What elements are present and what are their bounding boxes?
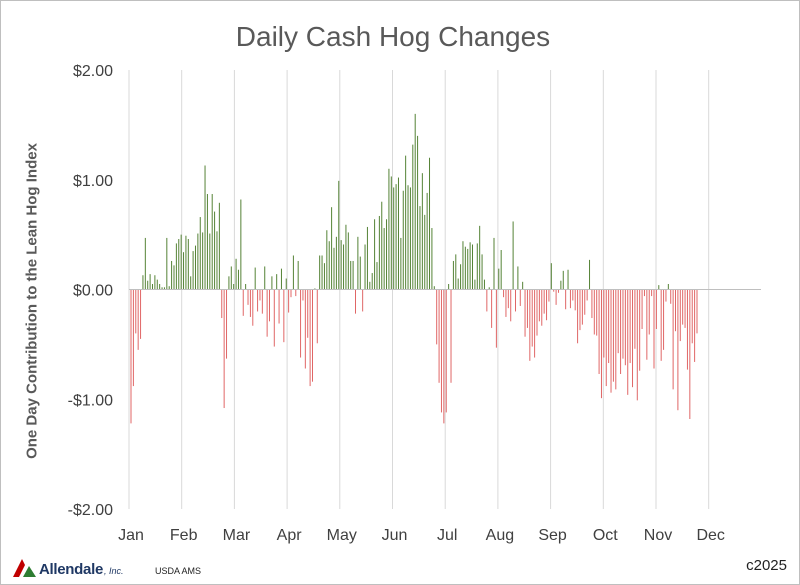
logo-text: Allendale (39, 561, 103, 578)
logo-suffix: , Inc. (104, 566, 124, 576)
x-tick-label: Aug (486, 527, 514, 544)
x-tick-label: Jul (437, 527, 457, 544)
x-tick-label: May (327, 527, 357, 544)
allendale-logo-icon (13, 559, 36, 577)
x-tick-label: Jun (382, 527, 408, 544)
y-tick-label: $1.00 (73, 173, 113, 190)
x-tick-label: Mar (223, 527, 251, 544)
x-tick-label: Apr (277, 527, 303, 544)
y-tick-label: -$2.00 (68, 502, 113, 519)
x-tick-label: Sep (538, 527, 567, 544)
x-tick-label: Oct (593, 527, 618, 544)
chart-title: Daily Cash Hog Changes (235, 21, 551, 52)
y-tick-label: $0.00 (73, 283, 113, 300)
data-source: USDA AMS (155, 566, 202, 576)
allendale-logo: Allendale , Inc. (11, 554, 124, 578)
y-tick-label: -$1.00 (68, 392, 113, 409)
x-tick-label: Nov (644, 527, 672, 544)
y-tick-label: $2.00 (73, 63, 113, 80)
copyright: c2025 (746, 557, 787, 574)
x-tick-label: Dec (696, 527, 724, 544)
x-tick-label: Feb (170, 527, 198, 544)
x-tick-label: Jan (118, 527, 144, 544)
